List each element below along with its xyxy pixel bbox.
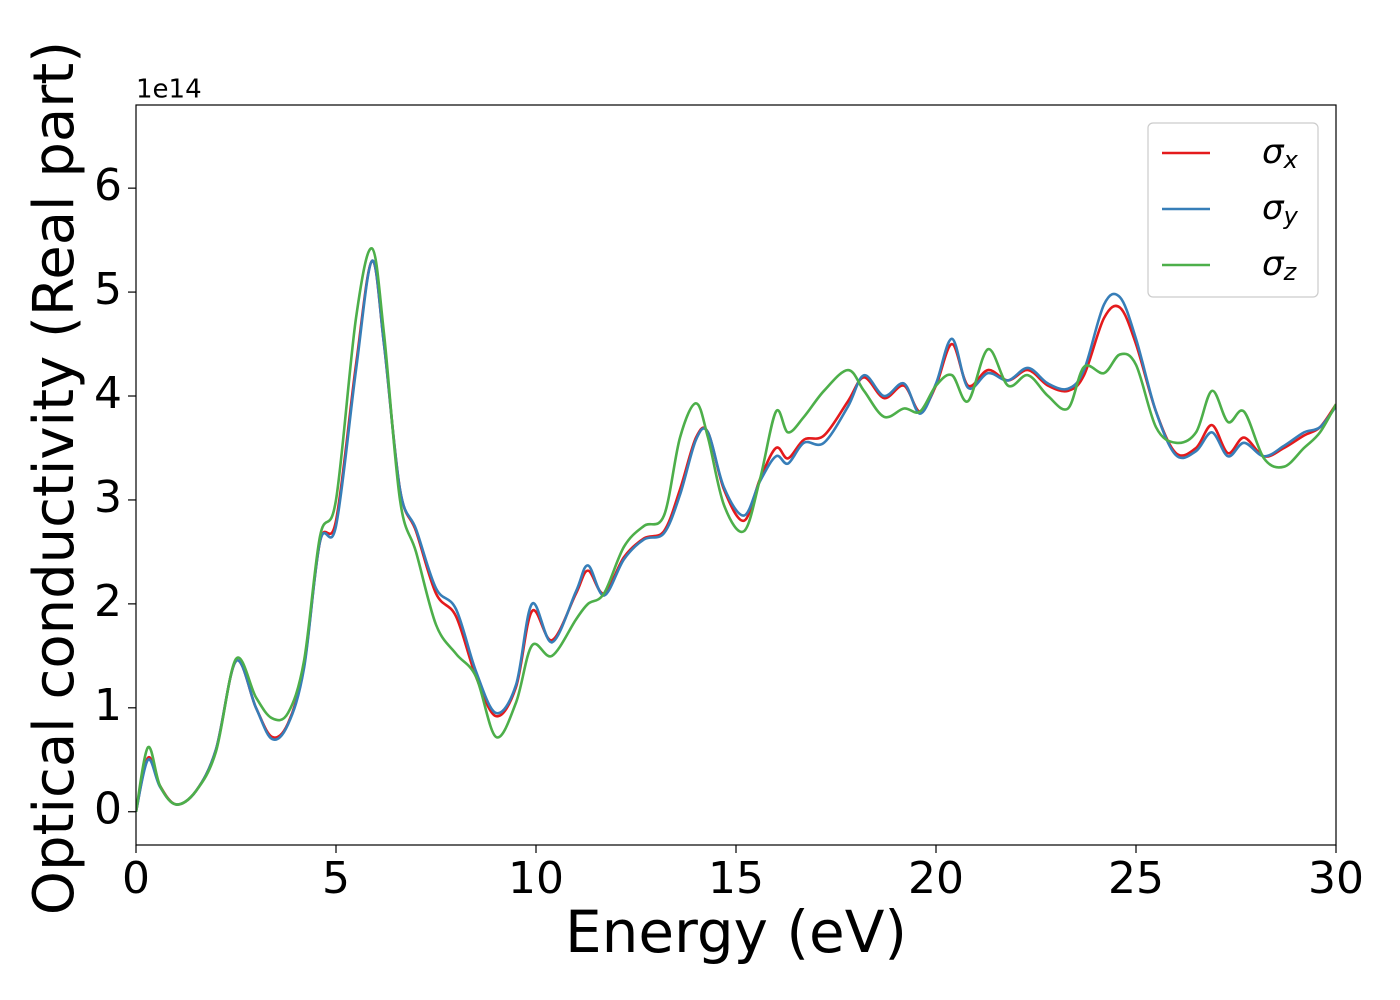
y-tick-label: 5 (94, 264, 122, 315)
plot-frame (135, 104, 1337, 846)
x-tick-label: 15 (708, 853, 764, 904)
line-series (136, 259, 1336, 813)
x-tick-label: 0 (122, 853, 150, 904)
x-tick-label: 10 (508, 853, 564, 904)
legend-label: σz (1262, 244, 1298, 287)
line-series (136, 259, 1336, 813)
y-offset-label: 1e14 (136, 75, 202, 105)
legend: σx σy σz (1147, 122, 1319, 298)
line-series (136, 247, 1336, 812)
x-tick-label: 25 (1108, 853, 1164, 904)
x-tick-label: 5 (322, 853, 350, 904)
x-tick-label: 30 (1308, 853, 1364, 904)
y-axis-label: Optical conductivity (Real part) (22, 41, 87, 915)
legend-label: σx (1262, 132, 1299, 175)
y-tick-label: 2 (94, 576, 122, 627)
y-tick-label: 0 (94, 784, 122, 835)
y-tick-label: 1 (94, 680, 122, 731)
y-tick-label: 4 (94, 368, 122, 419)
y-tick-label: 6 (94, 160, 122, 211)
y-tick-label: 3 (94, 472, 122, 523)
x-axis-label: Energy (eV) (565, 898, 907, 966)
legend-label: σy (1262, 188, 1299, 231)
x-tick-label: 20 (908, 853, 964, 904)
legend-box (1147, 122, 1319, 298)
